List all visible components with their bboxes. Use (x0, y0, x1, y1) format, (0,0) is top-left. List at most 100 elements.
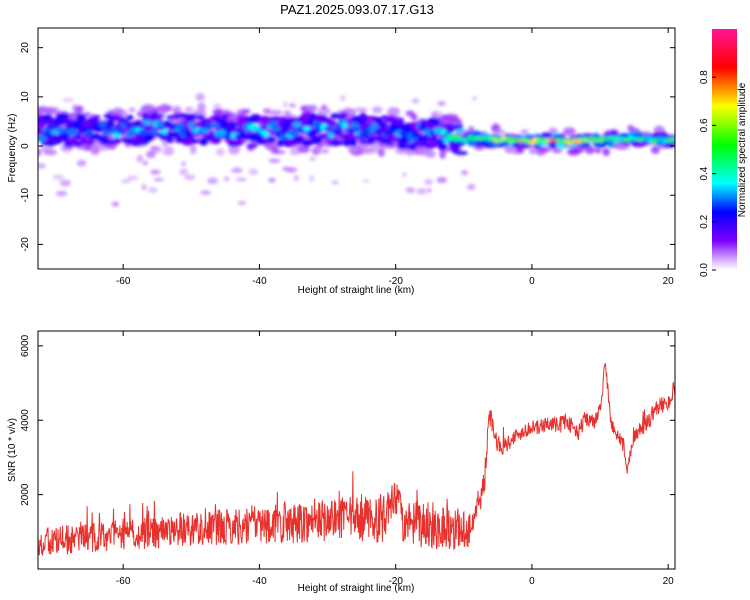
heatmap-cell (353, 107, 368, 112)
spectrogram-ytick-label: 0 (20, 143, 31, 149)
heatmap-cell (223, 176, 230, 181)
heatmap-cell (43, 149, 58, 156)
heatmap-cell (327, 132, 335, 139)
heatmap-cell (293, 175, 299, 182)
heatmap-cell (145, 134, 156, 139)
heatmap-cell (135, 140, 149, 146)
heatmap-cell (362, 140, 376, 145)
heatmap-cell (189, 144, 197, 155)
heatmap-cell (424, 179, 433, 186)
heatmap-cell (387, 107, 401, 116)
heatmap-cell (184, 106, 194, 113)
snr-ytick-label: 2000 (20, 483, 31, 506)
colorbar-tick-label: 0.0 (699, 263, 710, 277)
heatmap-cell (207, 177, 218, 185)
heatmap-cell (567, 143, 575, 149)
heatmap-cell (576, 140, 583, 145)
heatmap-cell (419, 124, 427, 131)
heatmap-cell (584, 145, 595, 155)
snr-xtick-label: -60 (116, 576, 131, 587)
heatmap-cell (463, 137, 471, 142)
heatmap-cell (150, 129, 158, 135)
colorbar-tick-label: 0.6 (699, 118, 710, 132)
heatmap-cell (59, 179, 72, 187)
spectrogram-frame (37, 27, 676, 270)
heatmap-cell (602, 147, 610, 157)
heatmap-cell (38, 134, 47, 142)
heatmap-cell (288, 129, 299, 137)
heatmap-cell (289, 103, 296, 108)
heatmap-cell (282, 101, 288, 108)
spectrogram-xtick-label: 0 (529, 276, 535, 287)
heatmap-cell (108, 127, 118, 134)
heatmap-cell (472, 96, 477, 101)
heatmap-cell (623, 138, 632, 142)
heatmap-cell (51, 107, 60, 115)
snr-ticks: -60 -40 -20 0 20 2000 4000 6000 (20, 331, 675, 587)
colorbar-tick-label: 0.8 (699, 70, 710, 84)
heatmap-cell (272, 150, 286, 155)
heatmap-cell (54, 134, 63, 140)
colorbar-tick-label: 0.2 (699, 214, 710, 228)
heatmap-cell (38, 163, 47, 169)
heatmap-cell (190, 139, 198, 144)
heatmap-cell (595, 138, 605, 143)
snr-xtick-label: 0 (529, 576, 535, 587)
heatmap-cell (468, 126, 475, 133)
heatmap-cell (196, 114, 205, 120)
heatmap-cell (153, 178, 164, 182)
heatmap-cell (411, 131, 421, 138)
heatmap-cell (383, 115, 398, 123)
heatmap-cell (150, 113, 165, 119)
heatmap-cell (146, 150, 156, 159)
heatmap-cell (188, 121, 195, 128)
heatmap-cell (282, 119, 292, 127)
heatmap-cell (431, 110, 443, 118)
snr-xtick-label: -40 (252, 576, 267, 587)
heatmap-cell (114, 137, 121, 145)
heatmap-cell (350, 139, 357, 147)
heatmap-cell (52, 174, 65, 180)
heatmap-cell (177, 123, 185, 130)
heatmap-cell (297, 145, 310, 154)
heatmap-cell (43, 131, 54, 138)
heatmap-cell (238, 132, 247, 137)
heatmap-cell (200, 128, 210, 134)
heatmap-cell (84, 130, 94, 136)
heatmap-cell (126, 114, 134, 121)
heatmap-cell (333, 139, 344, 146)
heatmap-cell (195, 93, 205, 102)
heatmap-cell (405, 187, 416, 194)
heatmap-cell (62, 119, 75, 124)
heatmap-cell (285, 166, 297, 173)
heatmap-cell (417, 134, 431, 142)
heatmap-cell (268, 121, 279, 126)
heatmap-cell (265, 136, 277, 143)
heatmap-cell (437, 100, 446, 106)
colorbar-label: Normalized spectral amplitude (737, 82, 748, 217)
heatmap-cell (113, 107, 122, 114)
heatmap-cell (452, 135, 462, 142)
spectrogram-xtick-label: 20 (663, 276, 675, 287)
heatmap-cell (311, 146, 321, 156)
heatmap-cell (136, 154, 144, 163)
heatmap-cell (320, 148, 330, 154)
heatmap-cell (111, 131, 122, 138)
heatmap-cell (401, 172, 407, 178)
spectrogram-ticks: -60 -40 -20 0 20 20 10 0 -10 -20 (20, 28, 675, 287)
heatmap-cell (236, 120, 245, 127)
heatmap-cell (160, 129, 168, 135)
heatmap-cell (410, 113, 418, 121)
heatmap-cell (303, 126, 311, 132)
heatmap-cell (330, 125, 339, 130)
heatmap-cell (309, 157, 317, 161)
heatmap-cell (342, 138, 353, 147)
spectrogram-xtick-label: -60 (116, 276, 131, 287)
heatmap-cell (126, 175, 139, 181)
heatmap-cell (141, 184, 147, 191)
heatmap-cell (324, 126, 331, 132)
spectrogram-xtick-label: -20 (388, 276, 403, 287)
heatmap-cell (373, 116, 383, 123)
heatmap-cell (210, 122, 220, 129)
